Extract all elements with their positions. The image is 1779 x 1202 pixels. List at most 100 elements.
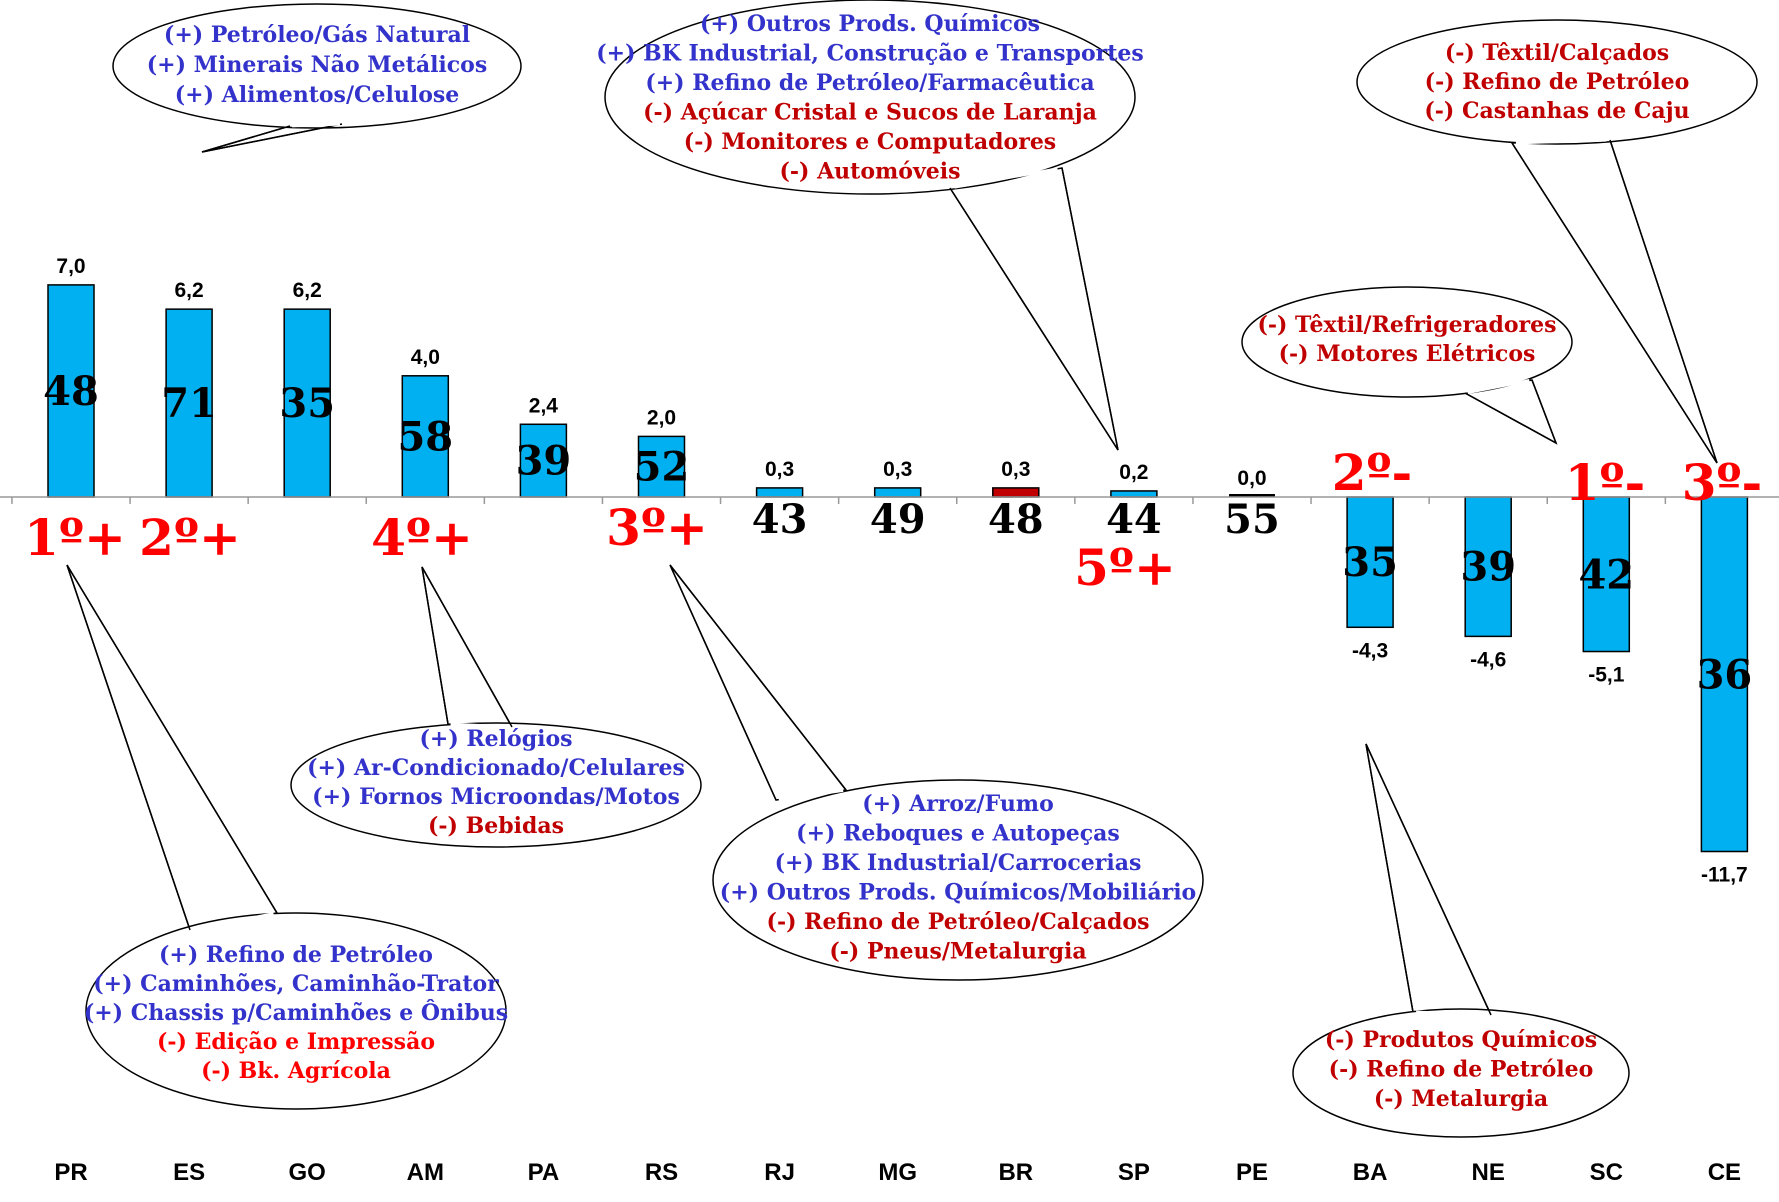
category-label-rs: RS xyxy=(645,1159,678,1186)
callout-pr: (+) Refino de Petróleo (+) Caminhões, Cam… xyxy=(66,564,508,1110)
callout-seam-rs xyxy=(778,788,844,802)
bar-ne xyxy=(1464,496,1512,638)
callout-pointer-outline-ce xyxy=(1511,139,1718,464)
category-label-pe: PE xyxy=(1236,1159,1268,1186)
callout-bubble-rs xyxy=(712,779,1204,981)
bar-pr xyxy=(47,284,95,498)
inner-label-sp: 44 xyxy=(1106,496,1162,543)
inner-label-pe: 55 xyxy=(1224,496,1280,543)
callout-line-rs-1: (+) Arroz/Fumo xyxy=(862,791,1054,817)
callout-line-ba-1: (-) Produtos Químicos xyxy=(1325,1027,1597,1053)
value-label-ba: -4,3 xyxy=(1352,639,1388,662)
callout-layer: (+) Petróleo/Gás Natural (+) Minerais Não… xyxy=(66,0,1758,1138)
inner-label-pa: 39 xyxy=(516,438,572,485)
category-label-br: BR xyxy=(998,1159,1033,1186)
inner-label-rs: 52 xyxy=(634,444,690,491)
inner-label-br: 48 xyxy=(988,496,1044,543)
callout-ba: (-) Produtos Químicos (-) Refino de Petró… xyxy=(1292,743,1630,1138)
category-label-ce: CE xyxy=(1708,1159,1741,1186)
value-label-ce: -11,7 xyxy=(1701,864,1748,887)
callout-pointer-outline-ba xyxy=(1365,743,1492,1016)
rank-label-am: 4º+ xyxy=(371,508,473,567)
inner-label-ne: 39 xyxy=(1460,544,1516,591)
inner-label-go: 35 xyxy=(279,380,335,427)
callout-seam-ce xyxy=(1515,138,1607,145)
callout-bubble-ce xyxy=(1356,19,1758,145)
callout-line-rs-6: (-) Pneus/Metalurgia xyxy=(829,939,1086,965)
callout-line-es-2: (+) Minerais Não Metálicos xyxy=(147,52,488,78)
bar-am xyxy=(401,375,450,498)
category-label-rj: RJ xyxy=(764,1159,795,1186)
callout-line-am-4: (-) Bebidas xyxy=(428,813,564,839)
value-label-sc: -5,1 xyxy=(1588,664,1625,687)
callout-line-am-2: (+) Ar-Condicionado/Celulares xyxy=(307,755,685,781)
callout-es: (+) Petróleo/Gás Natural (+) Minerais Não… xyxy=(112,3,522,153)
callout-seam-pr xyxy=(193,912,274,931)
callout-bubble-am xyxy=(290,722,702,848)
inner-label-mg: 49 xyxy=(870,496,926,543)
value-label-mg: 0,3 xyxy=(883,458,912,481)
callout-pointer-rs xyxy=(669,564,848,801)
bar-layer xyxy=(47,284,1749,853)
callout-line-es-3: (+) Alimentos/Celulose xyxy=(175,82,460,108)
callout-bubble-sp xyxy=(604,0,1136,195)
callout-line-sp-1: (+) Outros Prods. Químicos xyxy=(700,11,1040,37)
callout-line-ce-2: (-) Refino de Petróleo xyxy=(1425,69,1690,95)
label-layer: 7,0 48 PR 6,2 71 ES 6,2 35 GO 4,0 58 AM 2,4 39 PA 2,0 52… xyxy=(11,255,1763,1186)
value-label-pa: 2,4 xyxy=(529,394,559,417)
callout-seam-es xyxy=(292,122,340,128)
rank-label-sp: 5º+ xyxy=(1074,538,1176,597)
callout-line-am-1: (+) Relógios xyxy=(419,726,572,752)
callout-seam-am xyxy=(450,722,510,729)
inner-label-ba: 35 xyxy=(1342,539,1398,586)
callout-line-sp-4: (-) Açúcar Cristal e Sucos de Laranja xyxy=(643,100,1097,126)
rank-label-rs: 3º+ xyxy=(606,498,708,557)
value-label-am: 4,0 xyxy=(411,346,440,369)
bar-pe xyxy=(1229,494,1275,497)
callout-rs: (+) Arroz/Fumo (+) Reboques e Autopeças (+… xyxy=(669,564,1204,981)
category-label-am: AM xyxy=(407,1159,444,1186)
callout-line-rs-4: (+) Outros Prods. Químicos/Mobiliário xyxy=(720,880,1196,906)
callout-am: (+) Relógios (+) Ar-Condicionado/Celulare… xyxy=(290,566,702,848)
callout-line-ba-3: (-) Metalurgia xyxy=(1374,1086,1548,1112)
value-label-pe: 0,0 xyxy=(1237,467,1266,490)
category-label-mg: MG xyxy=(878,1159,917,1186)
callout-line-sp-3: (+) Refino de Petróleo/Farmacêutica xyxy=(645,70,1094,96)
category-label-pr: PR xyxy=(54,1159,87,1186)
bar-es xyxy=(165,308,213,498)
callout-line-pr-2: (+) Caminhões, Caminhão-Trator xyxy=(93,971,499,997)
callout-pointer-outline-sc xyxy=(1464,379,1558,445)
callout-pointer-sp xyxy=(948,167,1119,451)
value-label-rj: 0,3 xyxy=(765,458,794,481)
callout-line-sc-1: (-) Têxtil/Refrigeradores xyxy=(1257,312,1556,338)
rank-label-ba: 2º- xyxy=(1332,443,1413,502)
callout-bubble-es xyxy=(112,3,522,129)
callout-line-ce-3: (-) Castanhas de Caju xyxy=(1424,98,1689,124)
callout-line-pr-3: (+) Chassis p/Caminhões e Ônibus xyxy=(84,999,508,1026)
callout-pointer-outline-pr xyxy=(66,564,278,931)
bar-rs xyxy=(637,435,686,498)
callout-line-ba-2: (-) Refino de Petróleo xyxy=(1329,1057,1594,1083)
callout-line-rs-3: (+) BK Industrial/Carrocerias xyxy=(775,850,1142,876)
callout-line-ce-1: (-) Têxtil/Calçados xyxy=(1445,40,1669,66)
category-label-sp: SP xyxy=(1118,1159,1150,1186)
callout-seam-sp xyxy=(954,167,1058,189)
rank-label-ce: 3º- xyxy=(1682,453,1763,512)
category-label-ne: NE xyxy=(1472,1159,1505,1186)
value-label-pr: 7,0 xyxy=(56,255,85,278)
callout-line-es-1: (+) Petróleo/Gás Natural xyxy=(164,22,470,48)
callout-pointer-outline-rs xyxy=(669,564,847,801)
callout-bubble-pr xyxy=(85,912,507,1110)
callout-line-sp-5: (-) Monitores e Computadores xyxy=(684,129,1056,155)
category-label-go: GO xyxy=(289,1159,326,1186)
callout-line-sp-2: (+) BK Industrial, Construção e Transpor… xyxy=(596,41,1144,67)
value-label-br: 0,3 xyxy=(1001,458,1030,481)
value-label-sp: 0,2 xyxy=(1119,461,1148,484)
category-label-es: ES xyxy=(173,1159,205,1186)
callout-pointer-outline-am xyxy=(421,566,513,728)
callout-bubble-sc xyxy=(1241,286,1573,398)
callout-pointer-outline-es xyxy=(201,123,343,153)
rank-label-pr: 1º+ xyxy=(24,508,126,567)
callout-pointer-outline-sp xyxy=(949,167,1119,451)
